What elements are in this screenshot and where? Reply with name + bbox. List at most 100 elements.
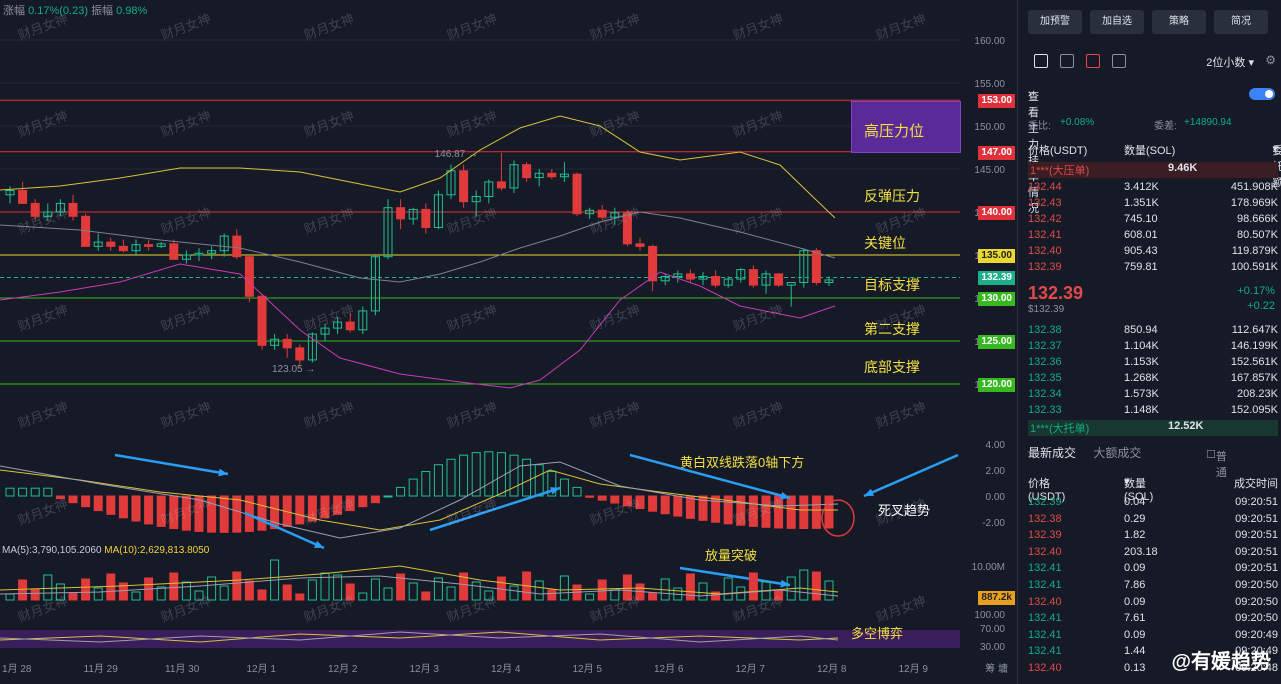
macd-tick: 0.00 xyxy=(986,492,1006,503)
normal-filter[interactable]: ☐ 普通 xyxy=(1206,449,1227,479)
watermark-text: 财月女神 xyxy=(731,302,785,335)
main-order-link[interactable]: 查看主力挂单情况 › xyxy=(1028,88,1039,215)
macd-bar xyxy=(585,495,595,498)
candle xyxy=(597,209,607,218)
candle xyxy=(408,208,418,220)
macd-bar xyxy=(207,495,217,533)
candle xyxy=(156,243,166,247)
ask-row[interactable]: 132.41 608.01 80.507K xyxy=(1028,229,1278,241)
trade-row[interactable]: 132.39 0.04 09:20:51 xyxy=(1028,496,1278,508)
overview-button[interactable]: 简况 xyxy=(1214,10,1268,34)
trade-row[interactable]: 132.40 0.09 09:20:50 xyxy=(1028,595,1278,608)
macd-bar xyxy=(471,452,481,497)
add-watchlist-button[interactable]: 加自选 xyxy=(1090,10,1144,34)
ask-row[interactable]: 132.42 745.10 98.666K xyxy=(1028,213,1278,225)
bids-only-icon[interactable] xyxy=(1060,54,1074,68)
trade-row[interactable]: 132.41 7.86 09:20:50 xyxy=(1028,579,1278,591)
trade-row[interactable]: 132.40 203.18 09:20:51 xyxy=(1028,545,1278,558)
strategy-button[interactable]: 策略 xyxy=(1152,10,1206,34)
decimal-select[interactable]: 2位小数 ▾ xyxy=(1206,57,1254,69)
volume-bar xyxy=(622,574,632,601)
candle xyxy=(572,173,582,215)
asks-only-icon[interactable] xyxy=(1086,54,1100,68)
trade-row[interactable]: 132.38 0.29 09:20:51 xyxy=(1028,512,1278,525)
chart-canvas[interactable]: 160.00 155.00 150.00 145.00 140.00 135.00 130.… xyxy=(0,0,1017,684)
macd-bar xyxy=(370,495,380,504)
macd-bar xyxy=(824,495,834,529)
layout-icon[interactable] xyxy=(1112,54,1126,68)
volume-bar xyxy=(18,579,28,601)
ask-row[interactable]: 132.44 3.412K 451.908K xyxy=(1028,181,1278,193)
candle xyxy=(219,235,229,252)
watermark-text: 财月女神 xyxy=(302,11,356,44)
volume-bar xyxy=(295,593,305,601)
bid-row[interactable]: 132.33 1.148K 152.095K xyxy=(1028,404,1278,416)
candle xyxy=(30,202,40,217)
main-order-toggle[interactable] xyxy=(1249,88,1275,100)
macd-bar xyxy=(5,487,15,497)
watermark-text: 财月女神 xyxy=(588,11,642,44)
watermark-text: 财月女神 xyxy=(445,399,499,432)
kline-chart[interactable]: 160.00 155.00 150.00 145.00 140.00 135.00 130.… xyxy=(0,0,1017,684)
gear-icon[interactable]: ⚙ xyxy=(1265,53,1276,67)
watermark-text: 财月女神 xyxy=(731,399,785,432)
macd-bar xyxy=(685,495,695,519)
candle xyxy=(18,190,28,204)
candle xyxy=(459,170,469,203)
level-132: 132.39 xyxy=(978,271,1015,285)
last-price-usd: $132.39 xyxy=(1028,304,1065,315)
candle xyxy=(181,254,191,260)
bid-row[interactable]: 132.36 1.153K 152.561K xyxy=(1028,356,1278,368)
bid-row[interactable]: 132.37 1.104K 146.199K xyxy=(1028,340,1278,352)
candle xyxy=(496,181,506,189)
watermark-text: 财月女神 xyxy=(731,593,785,626)
change-abs: +0.22 xyxy=(1247,300,1275,312)
volume-bar xyxy=(748,572,758,601)
tab-latest-trades[interactable]: 最新成交 xyxy=(1028,446,1077,460)
trade-row[interactable]: 132.41 1.44 09:20:49 xyxy=(1028,645,1278,658)
macd-bar xyxy=(383,495,393,498)
big-buy-row[interactable]: 1***(大托单) 12.52K xyxy=(1028,420,1278,436)
macd-bar xyxy=(81,495,91,508)
trade-row[interactable]: 132.41 7.61 09:20:50 xyxy=(1028,612,1278,625)
trade-row[interactable]: 132.41 0.09 09:20:51 xyxy=(1028,562,1278,575)
alert-button[interactable]: 加预警 xyxy=(1028,10,1082,34)
candle xyxy=(55,202,65,213)
watermark-text: 财月女神 xyxy=(874,11,928,44)
candle xyxy=(131,244,141,252)
ask-row[interactable]: 132.43 1.351K 178.969K xyxy=(1028,197,1278,209)
macd-bar xyxy=(799,495,809,529)
volume-bar xyxy=(711,591,721,601)
trade-row[interactable]: 132.41 0.09 09:20:49 xyxy=(1028,628,1278,641)
volume-bar xyxy=(446,586,456,601)
macd-bar xyxy=(534,464,544,497)
macd-bar xyxy=(736,495,746,526)
macd-bar xyxy=(396,486,406,497)
macd-bar xyxy=(433,464,443,497)
ask-row[interactable]: 132.39 759.81 100.591K xyxy=(1028,261,1278,273)
candle xyxy=(761,273,771,286)
bid-row[interactable]: 132.38 850.94 112.647K xyxy=(1028,324,1278,336)
volume-bar xyxy=(118,582,128,601)
volume-bar xyxy=(93,587,103,601)
tab-large-trades[interactable]: 大额成交 xyxy=(1093,446,1142,460)
volume-bar xyxy=(723,577,733,601)
big-sell-row[interactable]: 1***(大压单) 9.46K xyxy=(1028,162,1278,178)
candle xyxy=(106,241,116,247)
candle xyxy=(295,347,305,361)
bid-row[interactable]: 132.34 1.573K 208.23K xyxy=(1028,388,1278,400)
brand-watermark: @有媛趋势 xyxy=(1171,651,1271,673)
both-sides-icon[interactable] xyxy=(1034,54,1048,68)
arrow-5-head xyxy=(864,488,874,496)
ask-row[interactable]: 132.40 905.43 119.879K xyxy=(1028,245,1278,257)
trade-row[interactable]: 132.39 1.82 09:20:51 xyxy=(1028,529,1278,542)
macd-bar xyxy=(232,495,242,533)
arrow-3 xyxy=(429,486,561,532)
trade-row[interactable]: 132.40 0.13 09:20:48 xyxy=(1028,662,1278,674)
macd-tick: 2.00 xyxy=(986,466,1006,477)
order-book-panel: 加预警 加自选 策略 简况 2位小数 ▾ ⚙ 查看主力挂单情况 › 委比: +0… xyxy=(1017,0,1281,684)
bid-row[interactable]: 132.35 1.268K 167.857K xyxy=(1028,372,1278,384)
macd-dif xyxy=(0,461,839,539)
volume-bar xyxy=(5,593,15,601)
watermark-text: 财月女神 xyxy=(302,108,356,141)
